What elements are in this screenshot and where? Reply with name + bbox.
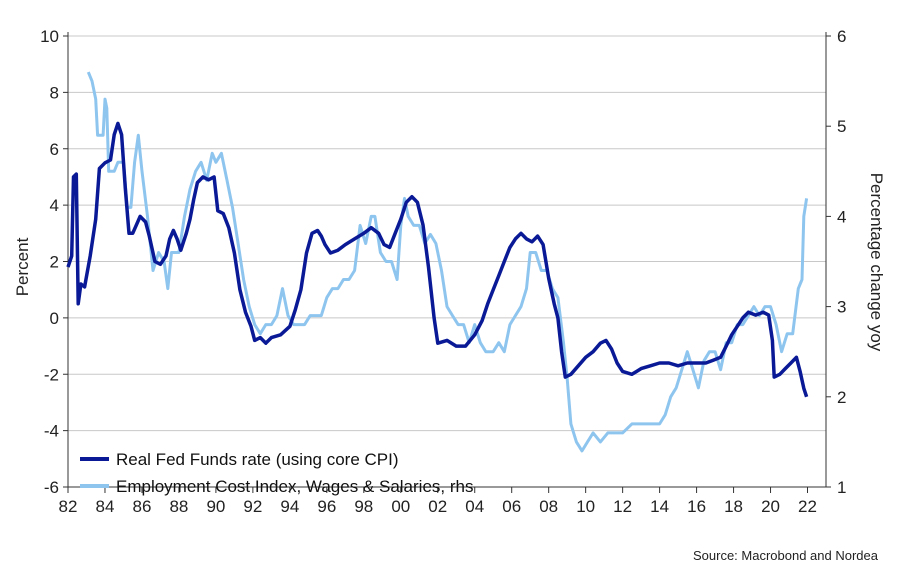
y-tick-label-left: -6 <box>44 478 59 497</box>
x-tick-label: 20 <box>761 497 780 516</box>
x-tick-label: 16 <box>687 497 706 516</box>
y-tick-label-left: 8 <box>50 83 59 102</box>
y-tick-label-left: -4 <box>44 422 59 441</box>
y-tick-label-right: 1 <box>837 478 846 497</box>
x-tick-label: 22 <box>798 497 817 516</box>
series-line-fed-funds <box>66 121 809 398</box>
x-tick-label: 94 <box>280 497 299 516</box>
x-tick-label: 04 <box>465 497 484 516</box>
y-tick-label-left: 10 <box>40 27 59 46</box>
x-tick-label: 82 <box>59 497 78 516</box>
y-tick-label-right: 5 <box>837 117 846 136</box>
x-tick-label: 12 <box>613 497 632 516</box>
y-tick-label-left: 6 <box>50 140 59 159</box>
y-tick-label-right: 4 <box>837 207 846 226</box>
y-tick-label-left: -2 <box>44 365 59 384</box>
x-tick-label: 90 <box>206 497 225 516</box>
legend-label-eci: Employment Cost Index, Wages & Salaries,… <box>116 477 473 496</box>
x-tick-label: 86 <box>132 497 151 516</box>
y-axis-right-ticks: 6 5 4 3 2 1 <box>826 27 846 497</box>
x-tick-label: 88 <box>169 497 188 516</box>
x-tick-label: 06 <box>502 497 521 516</box>
legend-label-fed-funds: Real Fed Funds rate (using core CPI) <box>116 450 399 469</box>
y-tick-label-right: 2 <box>837 388 846 407</box>
x-tick-label: 92 <box>243 497 262 516</box>
x-axis-ticks: 82 84 86 88 90 92 94 96 98 00 02 04 06 08 10 12 14 16 18 20… <box>59 487 817 516</box>
plot-frame <box>67 32 827 488</box>
x-tick-label: 98 <box>354 497 373 516</box>
x-tick-label: 02 <box>428 497 447 516</box>
series-lines <box>66 71 809 453</box>
y-axis-left-title: Percent <box>13 237 32 296</box>
y-tick-label-left: 2 <box>50 253 59 272</box>
y-axis-left-ticks: 10 8 6 4 2 0 -2 -4 -6 <box>40 27 68 497</box>
y-axis-right-title: Percentage change yoy <box>867 173 886 352</box>
legend: Real Fed Funds rate (using core CPI) Emp… <box>80 450 473 496</box>
source-note: Source: Macrobond and Nordea <box>692 548 878 563</box>
series-line-eci <box>86 71 809 453</box>
x-tick-label: 14 <box>650 497 669 516</box>
x-tick-label: 84 <box>96 497 115 516</box>
y-tick-label-left: 4 <box>50 196 59 215</box>
x-tick-label: 18 <box>724 497 743 516</box>
gridlines <box>68 35 826 488</box>
x-tick-label: 00 <box>391 497 410 516</box>
x-tick-label: 96 <box>317 497 336 516</box>
x-tick-label: 10 <box>576 497 595 516</box>
y-tick-label-right: 3 <box>837 298 846 317</box>
y-tick-label-left: 0 <box>50 309 59 328</box>
y-tick-label-right: 6 <box>837 27 846 46</box>
x-tick-label: 08 <box>539 497 558 516</box>
